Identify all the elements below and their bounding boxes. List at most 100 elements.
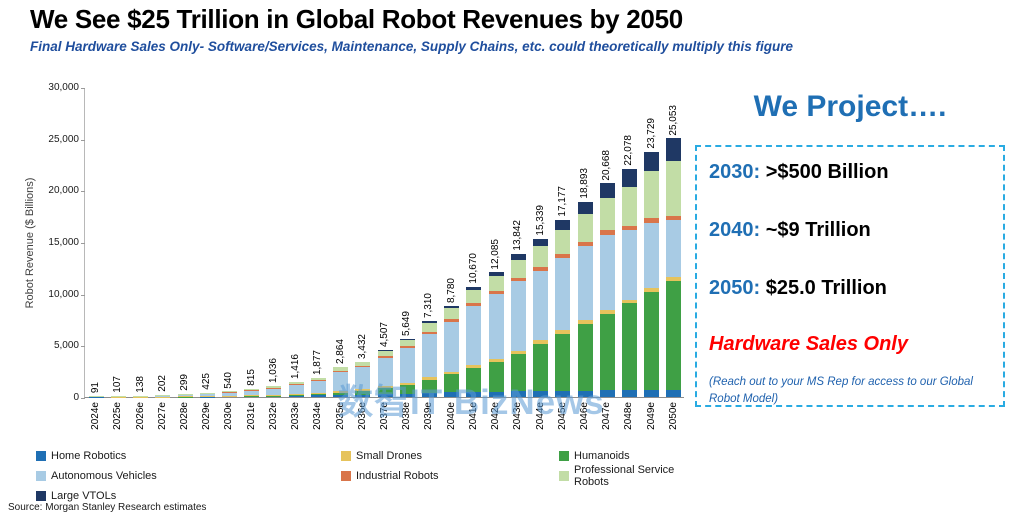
- bar-segment-home-robotics: [666, 389, 682, 397]
- projection-value: $25.0 Trillion: [765, 277, 887, 299]
- bar-total-label: 1,416: [290, 354, 302, 380]
- legend-item-large-vtols: Large VTOLs: [36, 490, 341, 502]
- bar-segment-humanoids: [266, 395, 282, 397]
- bar-segment-autonomous-vehicles: [199, 393, 215, 397]
- y-tick-label: 10,000: [48, 288, 79, 300]
- bar-segment-industrial-robots: [333, 370, 349, 373]
- bar-segment-home-robotics: [533, 391, 549, 397]
- x-axis-label: 2028e: [179, 402, 190, 430]
- bar-total-label: 22,078: [623, 135, 635, 166]
- bar-segment-home-robotics: [444, 392, 460, 397]
- legend-swatch: [341, 471, 351, 481]
- bar-segment-professional-service-robots: [488, 275, 504, 291]
- bar-segment-autonomous-vehicles: [288, 384, 304, 395]
- bar-segment-humanoids: [310, 394, 326, 396]
- bar-segment-professional-service-robots: [355, 361, 371, 366]
- bar-segment-home-robotics: [399, 393, 415, 397]
- bar-segment-autonomous-vehicles: [666, 219, 682, 278]
- legend-item-home-robotics: Home Robotics: [36, 450, 341, 462]
- bar-total-label: 10,670: [467, 253, 479, 284]
- x-axis-label: 2050e: [667, 402, 679, 430]
- y-axis-title: Robot Revenue ($ Billions): [24, 177, 36, 309]
- bar-segment-home-robotics: [577, 390, 593, 397]
- bar-segment-humanoids: [599, 313, 615, 391]
- bar-segment-home-robotics: [644, 389, 660, 397]
- bar-segment-professional-service-robots: [377, 350, 393, 357]
- bar-segment-professional-service-robots: [577, 214, 593, 242]
- legend-swatch: [36, 451, 46, 461]
- bar-segment-professional-service-robots: [399, 339, 415, 347]
- bar-total-label: 7,310: [423, 293, 435, 319]
- y-tick-mark: [81, 139, 85, 141]
- projection-heading: We Project….: [753, 90, 947, 123]
- bar-segment-home-robotics: [333, 394, 349, 397]
- bar-segment-professional-service-robots: [421, 322, 437, 332]
- bar-segment-humanoids: [555, 334, 571, 391]
- legend-label: Humanoids: [574, 450, 630, 462]
- bar-total-label: 15,339: [534, 204, 546, 236]
- x-axis-label: 2034e: [312, 402, 324, 430]
- hardware-sales-note: Hardware Sales Only: [709, 333, 908, 355]
- bar-segment-large-vtols: [444, 306, 460, 309]
- bar-segment-small-drones: [488, 358, 504, 362]
- bar-segment-industrial-robots: [533, 267, 549, 271]
- bar-segment-large-vtols: [510, 253, 526, 260]
- bar-total-label: 5,649: [401, 310, 413, 336]
- bar-segment-home-robotics: [355, 394, 371, 397]
- bar-segment-small-drones: [399, 383, 415, 386]
- x-axis-label: 2024e: [90, 402, 102, 430]
- y-tick-mark: [81, 346, 85, 348]
- bar-total-label: 3,432: [356, 333, 368, 359]
- projection-row-2040: 2040: ~$9 Trillion: [709, 219, 993, 242]
- bar-segment-humanoids: [421, 380, 437, 393]
- bar-segment-home-robotics: [621, 390, 637, 397]
- bar-segment-professional-service-robots: [599, 198, 615, 231]
- bar-segment-industrial-robots: [266, 387, 282, 389]
- bar-total-label: 91: [90, 381, 102, 394]
- bar-segment-autonomous-vehicles: [110, 396, 126, 397]
- y-tick-label: 20,000: [48, 185, 79, 197]
- bar-segment-autonomous-vehicles: [466, 306, 482, 365]
- legend-label: Home Robotics: [51, 450, 127, 462]
- bar-segment-professional-service-robots: [221, 391, 237, 393]
- bar-segment-professional-service-robots: [644, 171, 660, 219]
- bar-segment-autonomous-vehicles: [644, 222, 660, 288]
- bar-segment-humanoids: [533, 343, 549, 392]
- bar-segment-autonomous-vehicles: [421, 334, 437, 378]
- bar-segment-home-robotics: [599, 390, 615, 397]
- x-axis-label: 2027e: [156, 402, 168, 430]
- bar-segment-home-robotics: [488, 391, 504, 397]
- bar-segment-industrial-robots: [399, 346, 415, 349]
- y-tick-label: 15,000: [48, 237, 79, 248]
- bar-segment-humanoids: [288, 394, 304, 396]
- bar-segment-small-drones: [444, 371, 460, 375]
- y-tick-label: 0: [73, 392, 79, 403]
- bar-segment-autonomous-vehicles: [377, 358, 393, 387]
- bar-segment-industrial-robots: [288, 384, 304, 385]
- bar-segment-professional-service-robots: [666, 161, 682, 216]
- ms-rep-footnote: (Reach out to your MS Rep for access to …: [709, 376, 973, 405]
- bar-segment-professional-service-robots: [333, 367, 349, 371]
- bar-segment-home-robotics: [510, 391, 526, 397]
- legend-item-small-drones: Small Drones: [341, 450, 559, 462]
- bar-segment-autonomous-vehicles: [533, 270, 549, 341]
- bar-segment-humanoids: [355, 391, 371, 395]
- bar-segment-small-drones: [555, 330, 571, 334]
- x-axis-label: 2031e: [245, 402, 257, 430]
- bar-segment-professional-service-robots: [199, 392, 215, 394]
- bar-segment-industrial-robots: [599, 230, 615, 235]
- legend-item-autonomous-vehicles: Autonomous Vehicles: [36, 464, 341, 488]
- projection-row-2050: 2050: $25.0 Trillion: [709, 277, 993, 300]
- bar-segment-small-drones: [533, 340, 549, 344]
- bar-segment-autonomous-vehicles: [555, 258, 571, 331]
- bar-segment-small-drones: [621, 299, 637, 304]
- bar-segment-home-robotics: [310, 395, 326, 397]
- bar-segment-humanoids: [510, 354, 526, 392]
- bar-segment-large-vtols: [421, 321, 437, 323]
- bar-segment-small-drones: [333, 391, 349, 393]
- bar-total-label: 299: [179, 374, 190, 391]
- watermark: 数智IT BizNews: [338, 383, 605, 422]
- bar-segment-professional-service-robots: [244, 388, 260, 390]
- bar-segment-professional-service-robots: [555, 230, 571, 255]
